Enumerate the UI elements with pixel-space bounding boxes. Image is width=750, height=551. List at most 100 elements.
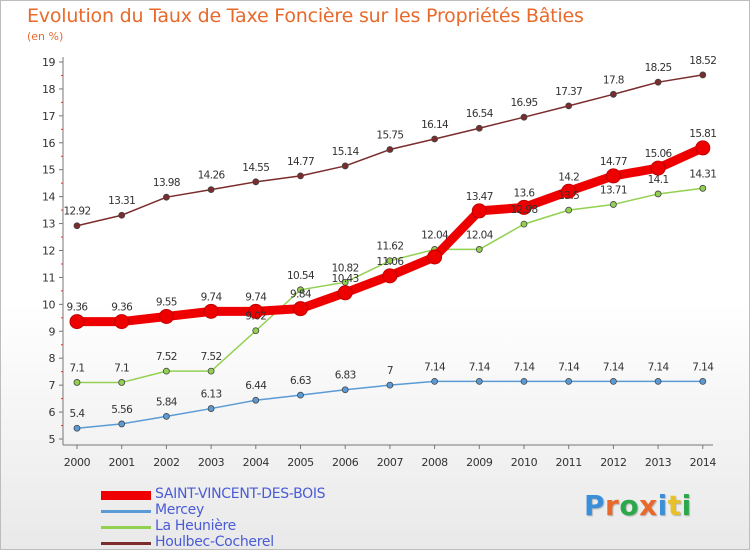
data-point-2 <box>386 257 394 265</box>
data-point-3 <box>565 102 573 110</box>
x-tick-label: 2007 <box>377 456 404 469</box>
data-point-1 <box>565 377 573 385</box>
data-label: 7.14 <box>648 361 670 373</box>
data-point-1 <box>297 391 304 399</box>
data-point-3 <box>252 178 260 186</box>
data-label: 9.36 <box>111 302 133 314</box>
data-point-3 <box>207 186 215 194</box>
data-label: 5.56 <box>111 404 133 416</box>
x-tick-label: 2013 <box>645 456 672 469</box>
data-label: 16.95 <box>510 97 537 109</box>
data-point-2 <box>475 246 483 253</box>
x-tick-label: 2000 <box>64 456 91 469</box>
x-tick-label: 2004 <box>243 456 270 469</box>
data-point-1 <box>252 396 260 404</box>
legend-label: La Heunière <box>155 518 236 534</box>
data-point-2 <box>341 278 349 286</box>
data-point-0 <box>293 301 308 317</box>
y-tick-label: 14 <box>42 191 55 204</box>
data-point-2 <box>118 379 126 386</box>
data-point-3 <box>610 90 617 98</box>
data-label: 18.52 <box>689 55 716 67</box>
data-point-1 <box>118 420 126 428</box>
data-label: 14.26 <box>198 170 226 182</box>
data-point-0 <box>605 168 621 184</box>
logo-letter: x <box>639 489 658 522</box>
data-point-2 <box>252 327 260 335</box>
logo-letter: r <box>605 489 620 522</box>
data-label: 7.52 <box>201 351 222 363</box>
data-point-2 <box>565 206 573 214</box>
data-point-1 <box>654 377 662 385</box>
data-point-3 <box>475 124 483 132</box>
data-label: 9.02 <box>245 311 266 323</box>
legend-label: Mercey <box>155 502 204 518</box>
y-tick-label: 11 <box>42 271 55 284</box>
data-label: 5.84 <box>156 396 178 408</box>
data-point-1 <box>73 424 81 432</box>
data-label: 7.14 <box>469 361 491 373</box>
data-point-3 <box>162 193 170 201</box>
data-label: 17.8 <box>603 74 624 86</box>
y-tick-label: 7 <box>49 379 56 392</box>
chart-title: Evolution du Taux de Taxe Foncière sur l… <box>27 5 584 27</box>
data-label: 12.98 <box>510 204 537 216</box>
x-tick-label: 2008 <box>421 456 448 469</box>
data-point-2 <box>207 367 215 375</box>
data-label: 12.92 <box>63 206 90 218</box>
data-label: 14.77 <box>287 156 314 168</box>
y-tick-label: 16 <box>42 137 55 150</box>
data-label: 16.54 <box>466 108 494 120</box>
y-tick-label: 12 <box>42 245 55 258</box>
y-tick-label: 10 <box>42 298 55 311</box>
data-label: 11.62 <box>376 241 403 253</box>
data-label: 7.14 <box>558 361 580 373</box>
y-tick-label: 9 <box>49 325 56 338</box>
proxiti-logo: Proxiti <box>584 489 692 522</box>
y-tick-label: 18 <box>42 83 55 96</box>
data-label: 10.54 <box>287 270 315 282</box>
x-tick-label: 2001 <box>108 456 134 469</box>
legend-label: Houlbec-Cocherel <box>155 534 274 550</box>
x-tick-label: 2005 <box>287 456 314 469</box>
data-point-1 <box>431 377 439 385</box>
data-label: 12.04 <box>421 229 449 241</box>
data-label: 15.75 <box>376 130 403 142</box>
data-point-1 <box>162 412 170 420</box>
data-point-1 <box>699 377 707 385</box>
data-point-3 <box>386 146 394 153</box>
data-label: 7 <box>387 365 393 377</box>
logo-letter: i <box>657 489 668 522</box>
legend-swatch <box>101 542 151 545</box>
data-label: 13.47 <box>466 191 493 203</box>
data-label: 13.6 <box>514 187 536 199</box>
data-point-1 <box>475 377 483 385</box>
data-point-2 <box>654 190 662 198</box>
logo-letter: i <box>681 489 692 522</box>
x-tick-label: 2006 <box>332 456 359 469</box>
data-label: 13.71 <box>600 184 627 196</box>
data-point-2 <box>73 379 81 386</box>
x-tick-label: 2003 <box>198 456 225 469</box>
data-point-1 <box>610 377 617 385</box>
data-label: 12.04 <box>466 229 494 241</box>
chart-subtitle: (en %) <box>27 30 64 43</box>
data-point-3 <box>297 172 304 180</box>
legend-swatch <box>101 491 151 500</box>
data-label: 9.55 <box>156 296 177 308</box>
data-label: 15.06 <box>645 148 673 160</box>
data-point-2 <box>297 286 304 294</box>
x-tick-label: 2010 <box>511 456 538 469</box>
data-point-2 <box>520 220 528 228</box>
data-label: 7.14 <box>603 361 625 373</box>
data-point-0 <box>561 183 577 199</box>
data-point-0 <box>516 199 532 215</box>
data-label: 17.37 <box>555 86 582 98</box>
x-tick-label: 2002 <box>153 456 179 469</box>
data-point-3 <box>73 222 81 230</box>
data-point-3 <box>341 162 349 170</box>
data-label: 5.4 <box>70 408 86 420</box>
data-point-3 <box>118 211 126 219</box>
data-point-0 <box>158 308 174 324</box>
